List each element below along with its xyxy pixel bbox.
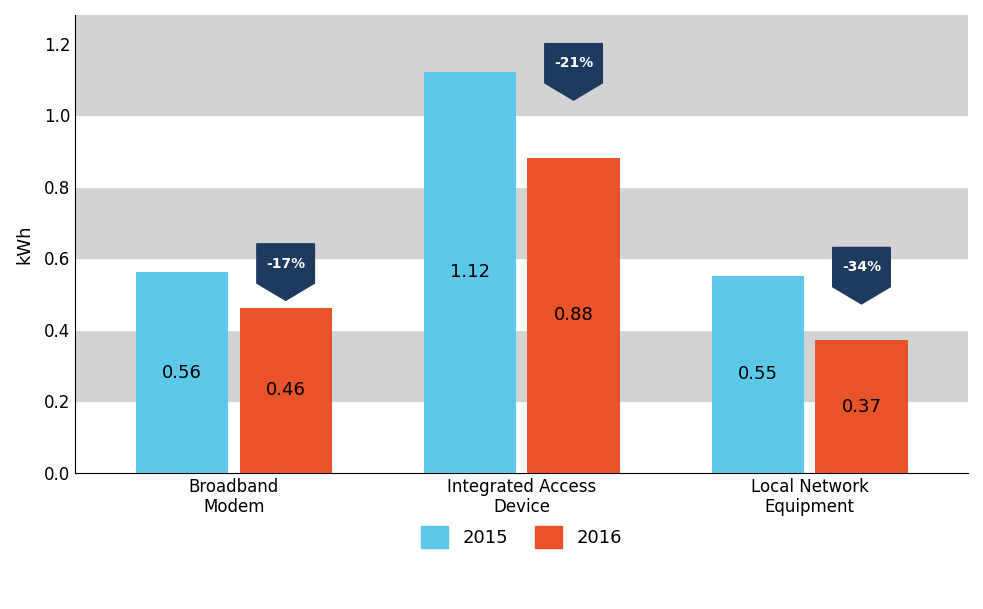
Text: -21%: -21%	[554, 56, 593, 70]
Text: 1.12: 1.12	[450, 264, 490, 281]
Bar	[76, 186, 968, 258]
Text: 0.88: 0.88	[553, 306, 594, 325]
Text: 0.37: 0.37	[841, 398, 882, 415]
Polygon shape	[545, 44, 603, 100]
Bar	[136, 272, 228, 473]
Bar	[240, 308, 331, 473]
Polygon shape	[257, 244, 315, 300]
Bar	[76, 15, 968, 44]
Bar	[528, 158, 619, 473]
Bar	[816, 340, 907, 473]
Bar	[76, 115, 968, 186]
Y-axis label: kWh: kWh	[15, 224, 33, 264]
Text: -17%: -17%	[266, 256, 305, 270]
Bar	[76, 329, 968, 401]
Text: 0.55: 0.55	[738, 365, 778, 384]
Bar	[712, 276, 804, 473]
Bar	[424, 72, 516, 473]
Text: 0.46: 0.46	[265, 381, 306, 400]
Text: 0.56: 0.56	[162, 364, 202, 382]
Text: -34%: -34%	[841, 260, 881, 274]
Bar	[76, 44, 968, 115]
Bar	[76, 401, 968, 473]
Bar	[76, 258, 968, 329]
Legend: 2015, 2016: 2015, 2016	[414, 519, 629, 555]
Polygon shape	[833, 247, 891, 304]
